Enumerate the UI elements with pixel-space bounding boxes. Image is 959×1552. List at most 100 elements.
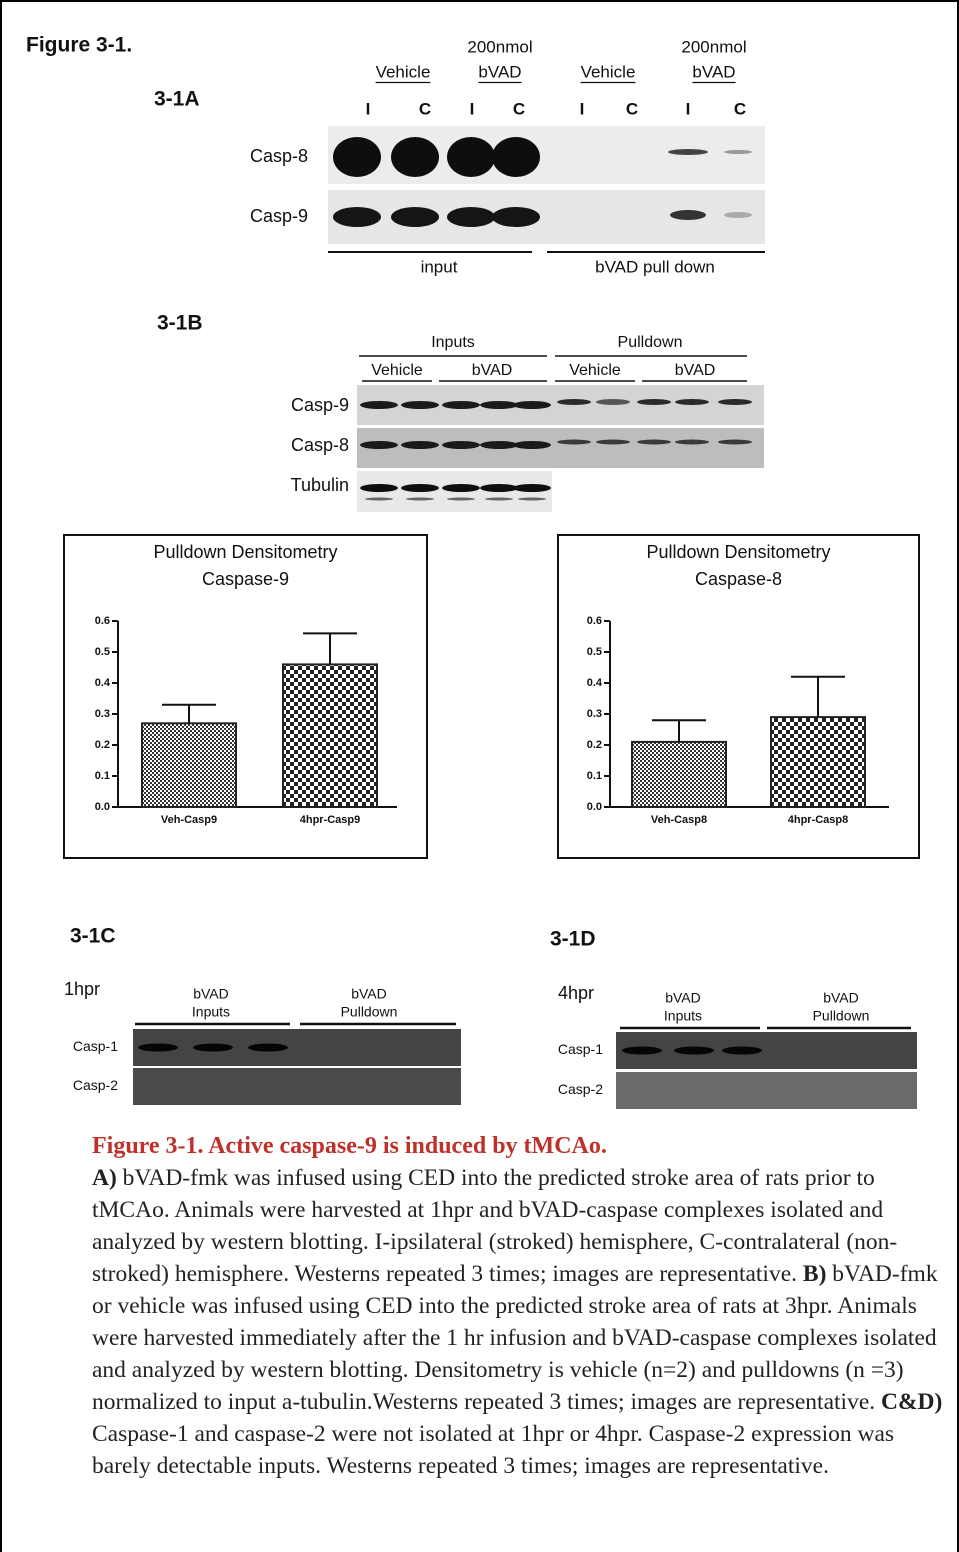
time-label: 1hpr — [64, 979, 100, 999]
chart-title: Pulldown Densitometry — [153, 542, 337, 562]
bar — [283, 664, 377, 807]
band — [722, 1047, 762, 1055]
lane-label: I — [470, 99, 475, 118]
caption-label: C&D) — [881, 1389, 942, 1415]
band — [442, 401, 480, 409]
y-tick-label: 0.6 — [587, 615, 602, 627]
lane-label: C — [626, 99, 638, 118]
row-label: Casp-1 — [558, 1041, 603, 1057]
group-label: bVAD — [675, 362, 716, 379]
y-tick-label: 0.3 — [95, 708, 110, 720]
caption-text: bVAD-fmk was infused using CED into the … — [92, 1165, 897, 1287]
caption-text: Caspase-1 and caspase-2 were not isolate… — [92, 1421, 894, 1479]
lane-label: C — [734, 99, 746, 118]
lane-label: C — [513, 99, 525, 118]
panel-label: 3-1A — [154, 88, 200, 111]
group-label: 200nmol — [467, 37, 532, 56]
lane-label: I — [686, 99, 691, 118]
band — [518, 498, 546, 501]
blot — [133, 1029, 461, 1066]
y-tick-label: 0.0 — [95, 801, 110, 813]
x-tick-label: 4hpr-Casp9 — [300, 814, 361, 826]
bar — [771, 717, 865, 807]
panel-label: 3-1B — [157, 312, 203, 335]
band — [401, 484, 439, 492]
section-label: Pulldown — [341, 1004, 398, 1020]
band — [391, 137, 439, 177]
band — [447, 207, 495, 227]
chart-subtitle: Caspase-9 — [202, 569, 289, 589]
band — [668, 149, 708, 155]
y-tick-label: 0.1 — [587, 770, 602, 782]
y-tick-label: 0.6 — [95, 615, 110, 627]
band — [513, 484, 551, 492]
band — [193, 1044, 233, 1052]
band — [442, 441, 480, 449]
band — [401, 401, 439, 409]
group-label: 200nmol — [681, 37, 746, 56]
error-bar — [652, 720, 706, 742]
bar — [632, 742, 726, 807]
section-label: Inputs — [431, 334, 475, 351]
panel-label: 3-1D — [550, 928, 596, 951]
x-tick-label: Veh-Casp9 — [161, 814, 217, 826]
band — [557, 399, 591, 405]
row-label: Casp-2 — [558, 1081, 603, 1097]
panel-label: 3-1C — [70, 925, 116, 948]
y-tick-label: 0.5 — [95, 646, 110, 658]
band — [622, 1047, 662, 1055]
y-tick-label: 0.0 — [587, 801, 602, 813]
band — [360, 441, 398, 449]
error-bar — [162, 705, 216, 724]
band — [492, 137, 540, 177]
band — [675, 399, 709, 405]
time-label: 4hpr — [558, 983, 594, 1003]
band — [492, 207, 540, 227]
band — [485, 498, 513, 501]
row-label: Casp-9 — [291, 395, 349, 415]
blot — [616, 1072, 917, 1109]
band — [724, 212, 752, 218]
band — [480, 401, 518, 409]
section-label: Inputs — [192, 1004, 230, 1020]
error-bar — [791, 677, 845, 717]
row-label: Casp-8 — [250, 146, 308, 166]
band — [480, 441, 518, 449]
group-label: Vehicle — [569, 362, 621, 379]
band — [447, 137, 495, 177]
section-label: input — [421, 257, 458, 276]
caption-label: B) — [803, 1261, 827, 1287]
band — [724, 150, 752, 154]
group-label: bVAD — [692, 62, 735, 81]
y-tick-label: 0.4 — [95, 677, 111, 689]
section-label: bVAD — [351, 986, 387, 1002]
band — [365, 498, 393, 501]
row-label: Casp-1 — [73, 1038, 118, 1054]
group-label: Vehicle — [581, 62, 636, 81]
band — [360, 484, 398, 492]
band — [406, 498, 434, 501]
blot — [133, 1068, 461, 1105]
band — [513, 441, 551, 449]
band — [637, 399, 671, 405]
x-tick-label: Veh-Casp8 — [651, 814, 707, 826]
y-tick-label: 0.2 — [95, 739, 110, 751]
row-label: Tubulin — [291, 475, 349, 495]
band — [675, 440, 709, 445]
y-tick-label: 0.1 — [95, 770, 110, 782]
section-label: bVAD — [193, 986, 229, 1002]
group-label: Vehicle — [371, 362, 423, 379]
y-tick-label: 0.2 — [587, 739, 602, 751]
caption-label: A) — [92, 1165, 117, 1191]
band — [557, 440, 591, 445]
band — [391, 207, 439, 227]
section-label: bVAD — [823, 990, 859, 1006]
section-label: bVAD pull down — [595, 257, 715, 276]
group-label: Vehicle — [376, 62, 431, 81]
section-label: Pulldown — [618, 334, 683, 351]
error-bar — [303, 633, 357, 664]
band — [360, 401, 398, 409]
band — [480, 484, 518, 492]
band — [718, 399, 752, 405]
band — [596, 399, 630, 405]
